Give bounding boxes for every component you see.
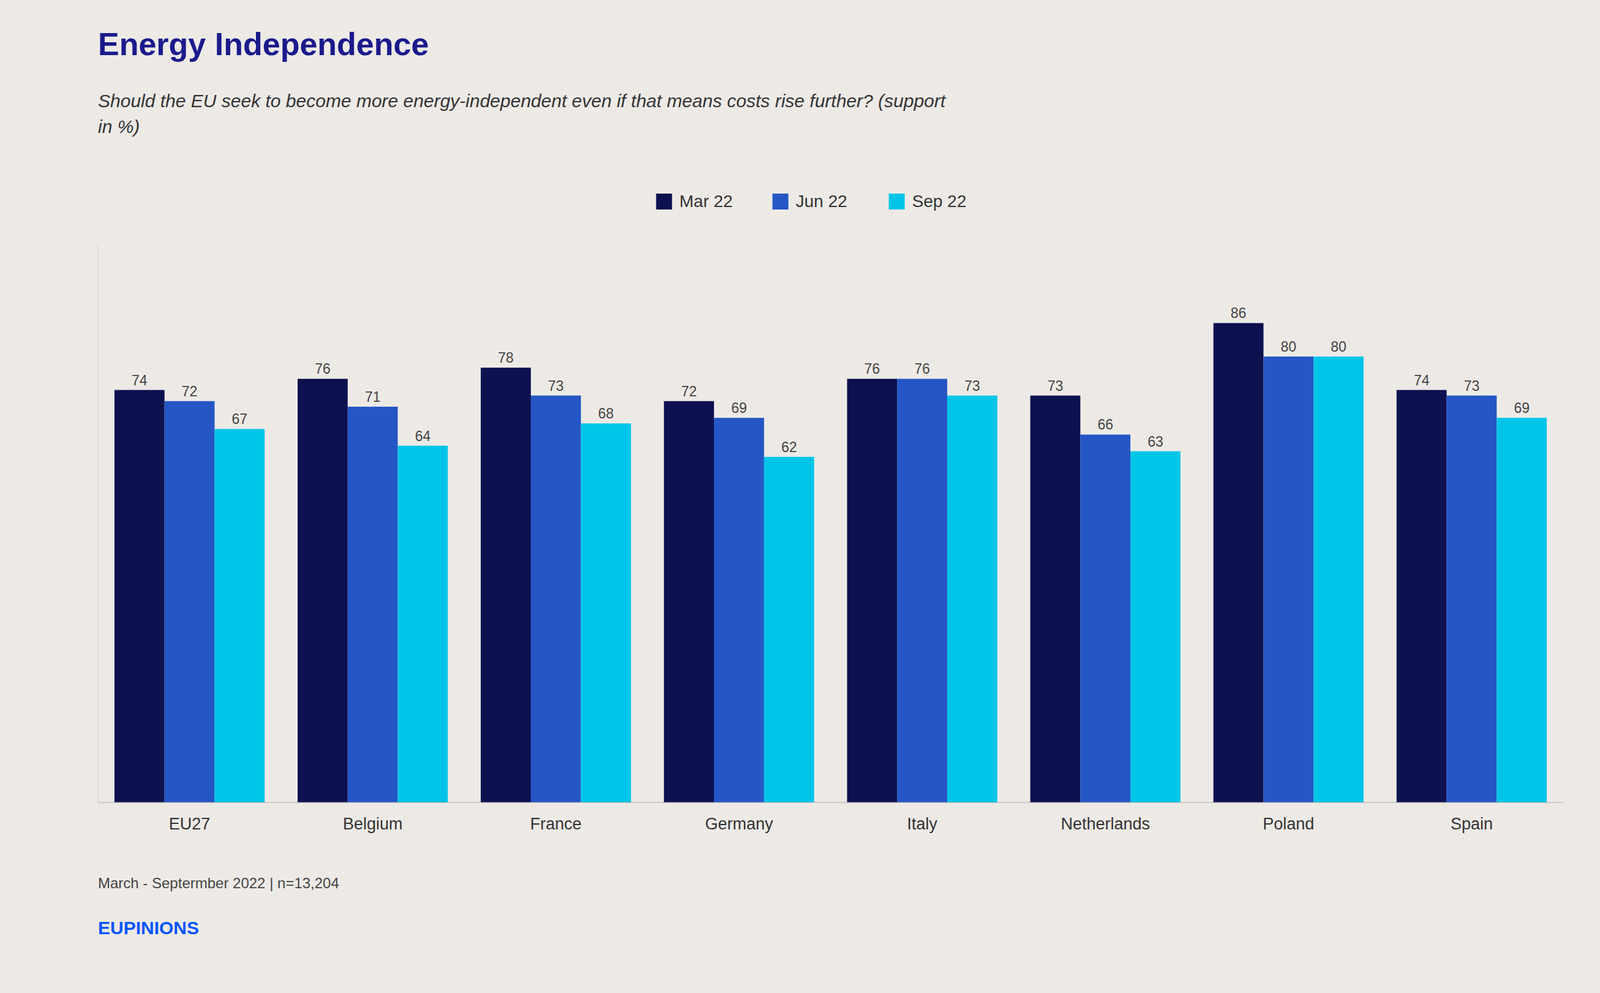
bar <box>1263 356 1314 803</box>
x-tick-label: Poland <box>1262 814 1315 833</box>
x-tick-label: Germany <box>704 814 774 833</box>
x-tick-label: Spain <box>1450 814 1493 833</box>
bar <box>297 378 348 803</box>
x-tick-label: Italy <box>906 814 938 833</box>
data-label: 73 <box>548 377 564 394</box>
x-tick-label: Netherlands <box>1060 814 1150 833</box>
data-label: 76 <box>314 360 331 377</box>
x-tick-label: Belgium <box>342 814 403 833</box>
bar <box>846 378 898 803</box>
data-label: 63 <box>1147 433 1164 450</box>
data-label: 72 <box>680 383 697 400</box>
x-tick-label: France <box>530 814 582 833</box>
brand: EUPINIONS <box>97 917 200 938</box>
legend-swatch <box>889 193 906 210</box>
bar <box>214 428 265 803</box>
bar <box>1030 395 1081 803</box>
data-label: 73 <box>1464 377 1480 394</box>
legend: Mar 22 Jun 22 Sep 22 <box>656 191 967 211</box>
bar <box>764 456 815 803</box>
x-axis: EU27 Belgium France Germany Italy Netherlands… <box>169 814 1493 833</box>
data-label: 74 <box>1413 372 1430 389</box>
bar <box>1446 395 1498 803</box>
data-label: 62 <box>781 439 798 455</box>
legend-label: Sep 22 <box>912 191 967 211</box>
bar <box>663 401 714 803</box>
data-labels: 74 76 78 72 76 73 86 74 72 71 73 69 76 66 80 73 67 64 68 62… <box>131 304 1530 455</box>
bar <box>1396 390 1447 803</box>
data-label: 78 <box>497 349 514 366</box>
data-label: 64 <box>415 428 432 444</box>
bar <box>581 423 632 803</box>
chart: Energy Independence Should the EU seek to… <box>0 0 1600 993</box>
title: Energy Independence <box>97 26 429 62</box>
bar <box>1080 434 1131 803</box>
bar <box>347 406 399 803</box>
bar <box>530 395 582 803</box>
bar <box>480 367 531 803</box>
bar <box>398 445 449 803</box>
bar <box>1130 451 1181 803</box>
bar <box>164 401 215 803</box>
subtitle: Should the EU seek to become more energy… <box>97 90 947 137</box>
y-axis-line <box>97 244 99 803</box>
data-label: 72 <box>181 383 198 400</box>
data-label: 76 <box>914 360 931 377</box>
legend-label: Mar 22 <box>679 191 733 211</box>
legend-swatch <box>772 193 789 210</box>
data-label: 66 <box>1097 416 1114 433</box>
bar <box>1313 356 1364 803</box>
footer: March - Septermber 2022 | n=13,204 <box>97 874 340 891</box>
bar <box>1213 322 1264 803</box>
bar <box>1496 417 1547 803</box>
data-label: 71 <box>364 388 381 405</box>
data-label: 69 <box>1513 399 1530 416</box>
data-label: 73 <box>1047 377 1064 394</box>
bar <box>114 390 165 803</box>
data-label: 76 <box>864 360 881 377</box>
data-label: 69 <box>731 399 748 416</box>
bars <box>114 322 1547 803</box>
bar <box>897 378 948 803</box>
bar <box>713 417 765 803</box>
data-label: 67 <box>232 410 248 427</box>
data-label: 68 <box>598 405 615 422</box>
background <box>0 0 1600 993</box>
baseline <box>97 801 1564 803</box>
data-label: 74 <box>131 372 148 389</box>
data-label: 86 <box>1230 304 1247 321</box>
data-label: 73 <box>964 377 981 394</box>
x-tick-label: EU27 <box>169 814 211 833</box>
legend-label: Jun 22 <box>796 191 848 211</box>
data-label: 80 <box>1280 338 1297 355</box>
data-label: 80 <box>1330 338 1347 355</box>
chart-container: Energy Independence Should the EU seek to… <box>0 0 1600 993</box>
legend-swatch <box>656 193 673 210</box>
bar <box>947 395 998 803</box>
